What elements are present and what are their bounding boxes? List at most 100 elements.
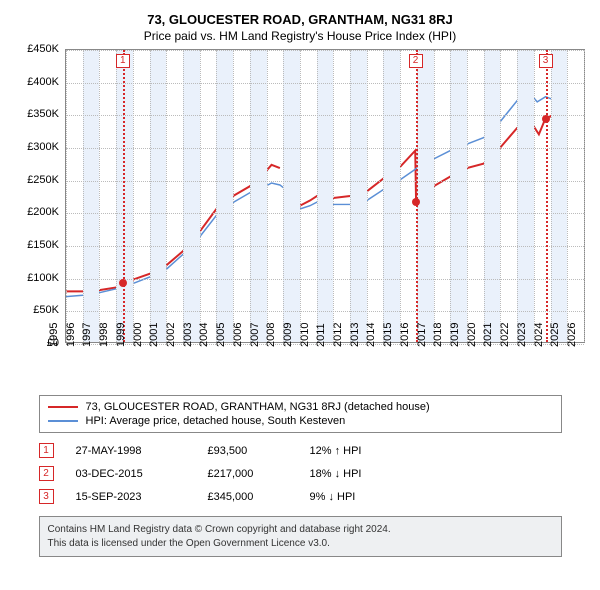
gridline-v <box>567 50 568 342</box>
gridline-v <box>534 50 535 342</box>
gridline-v <box>183 50 184 342</box>
y-tick-label: £300K <box>27 141 59 153</box>
legend-swatch-hpi <box>48 420 78 422</box>
chart-band <box>150 50 167 342</box>
gridline-v <box>350 50 351 342</box>
gridline-v <box>500 50 501 342</box>
gridline-h <box>66 181 584 182</box>
gridline-v <box>200 50 201 342</box>
sale-date: 03-DEC-2015 <box>76 468 186 480</box>
chart-band <box>250 50 267 342</box>
gridline-v <box>66 50 67 342</box>
chart-band <box>484 50 501 342</box>
sale-row: 203-DEC-2015£217,00018% ↓ HPI <box>39 462 562 485</box>
chart-band <box>517 50 534 342</box>
gridline-v <box>383 50 384 342</box>
sales-table: 127-MAY-1998£93,50012% ↑ HPI203-DEC-2015… <box>39 439 562 508</box>
chart-band <box>317 50 334 342</box>
chart-band <box>450 50 467 342</box>
event-dot <box>119 279 127 287</box>
gridline-v <box>400 50 401 342</box>
sale-hpi: 18% ↓ HPI <box>310 468 362 480</box>
y-tick-label: £50K <box>33 304 59 316</box>
y-tick-label: £200K <box>27 206 59 218</box>
page-subtitle: Price paid vs. HM Land Registry's House … <box>12 29 588 43</box>
gridline-h <box>66 115 584 116</box>
chart-band <box>350 50 367 342</box>
gridline-v <box>216 50 217 342</box>
legend-label-hpi: HPI: Average price, detached house, Sout… <box>86 415 346 427</box>
gridline-v <box>267 50 268 342</box>
gridline-v <box>584 50 585 342</box>
event-dot <box>412 198 420 206</box>
y-tick-label: £250K <box>27 174 59 186</box>
chart-plot: 1 2 3 <box>65 49 585 343</box>
gridline-v <box>99 50 100 342</box>
chart-band <box>283 50 300 342</box>
event-line <box>416 50 418 342</box>
gridline-h <box>66 83 584 84</box>
gridline-v <box>166 50 167 342</box>
y-tick-label: £150K <box>27 239 59 251</box>
y-tick-label: £100K <box>27 272 59 284</box>
chart: 123 199519961997199819992000200120022003… <box>15 49 585 389</box>
sale-price: £93,500 <box>208 445 288 457</box>
footer-line2: This data is licensed under the Open Gov… <box>48 537 553 551</box>
gridline-v <box>300 50 301 342</box>
sale-price: £217,000 <box>208 468 288 480</box>
gridline-h <box>66 311 584 312</box>
sale-date: 15-SEP-2023 <box>76 491 186 503</box>
gridline-v <box>133 50 134 342</box>
gridline-v <box>367 50 368 342</box>
event-line <box>123 50 125 342</box>
license-footer: Contains HM Land Registry data © Crown c… <box>39 516 562 557</box>
gridline-h <box>66 148 584 149</box>
y-tick-label: £350K <box>27 108 59 120</box>
sale-price: £345,000 <box>208 491 288 503</box>
chart-band <box>551 50 568 342</box>
page-title: 73, GLOUCESTER ROAD, GRANTHAM, NG31 8RJ <box>12 12 588 27</box>
chart-band <box>183 50 200 342</box>
event-line <box>546 50 548 342</box>
sale-marker: 1 <box>39 443 54 458</box>
x-tick-label: 2026 <box>566 323 600 347</box>
gridline-v <box>450 50 451 342</box>
sale-marker: 3 <box>39 489 54 504</box>
chart-band <box>383 50 400 342</box>
sale-date: 27-MAY-1998 <box>76 445 186 457</box>
event-marker: 3 <box>539 54 553 68</box>
y-tick-label: £450K <box>27 43 59 55</box>
event-dot <box>542 115 550 123</box>
legend-label-property: 73, GLOUCESTER ROAD, GRANTHAM, NG31 8RJ … <box>86 401 430 413</box>
chart-band <box>417 50 434 342</box>
gridline-v <box>333 50 334 342</box>
gridline-v <box>233 50 234 342</box>
gridline-v <box>467 50 468 342</box>
y-tick-label: £400K <box>27 76 59 88</box>
gridline-h <box>66 246 584 247</box>
gridline-v <box>317 50 318 342</box>
gridline-v <box>283 50 284 342</box>
gridline-v <box>250 50 251 342</box>
footer-line1: Contains HM Land Registry data © Crown c… <box>48 523 553 537</box>
series-hpi <box>66 90 556 296</box>
gridline-v <box>551 50 552 342</box>
gridline-h <box>66 213 584 214</box>
sale-row: 1 27-MAY-1998 £93,500 12% ↑ HPI <box>39 439 562 462</box>
gridline-v <box>517 50 518 342</box>
gridline-h <box>66 279 584 280</box>
chart-band <box>216 50 233 342</box>
chart-legend: 73, GLOUCESTER ROAD, GRANTHAM, NG31 8RJ … <box>39 395 562 433</box>
event-marker: 1 <box>116 54 130 68</box>
y-tick-label: £0 <box>47 337 59 349</box>
gridline-v <box>434 50 435 342</box>
event-marker: 2 <box>409 54 423 68</box>
chart-band <box>83 50 100 342</box>
legend-row-hpi: HPI: Average price, detached house, Sout… <box>48 414 553 428</box>
legend-swatch-property <box>48 406 78 408</box>
legend-row-property: 73, GLOUCESTER ROAD, GRANTHAM, NG31 8RJ … <box>48 400 553 414</box>
gridline-v <box>83 50 84 342</box>
gridline-v <box>150 50 151 342</box>
gridline-v <box>484 50 485 342</box>
sale-hpi: 12% ↑ HPI <box>310 445 362 457</box>
